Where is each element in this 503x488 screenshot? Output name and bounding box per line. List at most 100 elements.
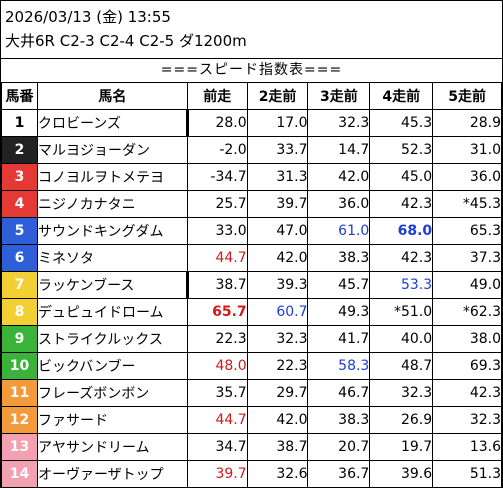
table-row: 7 ラッケンブース 38.7 39.3 45.7 53.3 49.0: [1, 271, 502, 299]
speed-index-cell: 53.3: [369, 271, 434, 299]
speed-index-cell: 33.7: [246, 136, 309, 164]
table-row: 11 フレーズボンボン 35.7 29.7 46.7 32.3 42.3: [1, 379, 502, 407]
horse-number: 9: [1, 325, 38, 353]
horse-name: マルヨジョーダン: [36, 136, 188, 164]
speed-index-cell: 39.6: [369, 460, 434, 488]
speed-index-cell: 13.6: [432, 433, 502, 461]
speed-index-cell: 39.7: [186, 460, 248, 488]
table-row: 1 クロビーンズ 28.0 17.0 32.3 45.3 28.9: [1, 109, 502, 137]
horse-number: 12: [1, 406, 38, 434]
speed-index-cell: 19.7: [369, 433, 434, 461]
col-header-3back: 3走前: [307, 82, 371, 110]
speed-index-cell: 42.3: [369, 190, 434, 218]
speed-index-cell: 38.3: [307, 406, 371, 434]
horse-number: 1: [1, 109, 38, 137]
table-row: 5 サウンドキングダム 33.0 47.0 61.0 68.0 65.3: [1, 217, 502, 245]
speed-index-cell: 28.9: [432, 109, 502, 137]
col-header-last: 前走: [186, 82, 248, 110]
table-row: 9 ストライクルックス 22.3 32.3 41.7 40.0 38.0: [1, 325, 502, 353]
horse-number: 3: [1, 163, 38, 191]
speed-index-cell: 44.7: [186, 406, 248, 434]
speed-index-cell: 42.0: [246, 244, 309, 272]
horse-name: クロビーンズ: [36, 109, 189, 137]
speed-index-cell: 35.7: [186, 379, 248, 407]
speed-index-cell: *45.3: [432, 190, 502, 218]
horse-name: ミネソタ: [36, 244, 188, 272]
speed-index-cell: 20.7: [307, 433, 371, 461]
table-row: 10 ビックバンブー 48.0 22.3 58.3 48.7 69.3: [1, 352, 502, 380]
speed-index-cell: 49.0: [432, 271, 502, 299]
race-datetime: 2026/03/13 (金) 13:55: [5, 8, 171, 26]
speed-index-cell: 49.3: [307, 298, 371, 326]
speed-index-cell: 36.0: [307, 190, 371, 218]
speed-index-cell: 31.3: [246, 163, 309, 191]
speed-index-cell: -34.7: [186, 163, 248, 191]
speed-index-cell: 42.0: [246, 406, 309, 434]
speed-index-cell: 37.3: [432, 244, 502, 272]
horse-number: 8: [1, 298, 38, 326]
horse-number: 7: [1, 271, 38, 299]
horse-number: 4: [1, 190, 38, 218]
speed-index-cell: 58.3: [307, 352, 371, 380]
horse-name: オーヴァーザトップ: [36, 460, 188, 488]
speed-index-cell: 47.0: [246, 217, 309, 245]
speed-index-cell: 41.7: [307, 325, 371, 353]
speed-index-cell: 39.3: [246, 271, 309, 299]
table-row: 2 マルヨジョーダン -2.0 33.7 14.7 52.3 31.0: [1, 136, 502, 164]
speed-index-cell: 38.0: [432, 325, 502, 353]
speed-index-cell: 68.0: [369, 217, 434, 245]
horse-name: ファサード: [36, 406, 188, 434]
speed-index-cell: 45.3: [369, 109, 434, 137]
speed-index-cell: 51.3: [432, 460, 502, 488]
horse-name: ラッケンブース: [36, 271, 189, 299]
horse-name: サウンドキングダム: [36, 217, 188, 245]
speed-index-cell: 32.3: [307, 109, 371, 137]
speed-index-cell: 65.7: [186, 298, 248, 326]
speed-index-cell: 31.0: [432, 136, 502, 164]
speed-index-cell: 22.3: [246, 352, 309, 380]
speed-index-cell: 32.6: [246, 460, 309, 488]
speed-index-cell: 69.3: [432, 352, 502, 380]
horse-name: フレーズボンボン: [36, 379, 188, 407]
col-header-name: 馬名: [36, 82, 188, 110]
horse-name: ストライクルックス: [36, 325, 188, 353]
speed-index-cell: *62.3: [432, 298, 502, 326]
table-row: 6 ミネソタ 44.7 42.0 38.3 42.3 37.3: [1, 244, 502, 272]
col-header-5back: 5走前: [432, 82, 502, 110]
speed-index-cell: 32.3: [432, 406, 502, 434]
speed-index-cell: -2.0: [186, 136, 248, 164]
speed-index-cell: 26.9: [369, 406, 434, 434]
speed-index-cell: 22.3: [186, 325, 248, 353]
speed-index-cell: 42.3: [432, 379, 502, 407]
horse-name: コノヨルヲトメテヨ: [36, 163, 188, 191]
table-body: 1 クロビーンズ 28.0 17.0 32.3 45.3 28.9 2 マルヨジョーダン -2.0…: [1, 109, 502, 488]
speed-index-cell: 36.0: [432, 163, 502, 191]
speed-index-cell: 44.7: [186, 244, 248, 272]
horse-number: 14: [1, 460, 38, 488]
col-header-number: 馬番: [1, 82, 38, 110]
col-header-2back: 2走前: [246, 82, 309, 110]
speed-index-cell: 17.0: [246, 109, 309, 137]
speed-index-cell: 45.0: [369, 163, 434, 191]
horse-number: 5: [1, 217, 38, 245]
speed-index-table: 馬番 馬名 前走 2走前 3走前 4走前 5走前 1 クロビーンズ 28.0 17.0…: [1, 82, 502, 488]
race-title: 大井6R C2-3 C2-4 C2-5 ダ1200m: [5, 32, 247, 50]
horse-number: 13: [1, 433, 38, 461]
table-row: 13 アヤサンドリーム 34.7 38.7 20.7 19.7 13.6: [1, 433, 502, 461]
speed-index-cell: 42.0: [307, 163, 371, 191]
table-subtitle: ===スピード指数表===: [1, 58, 502, 83]
table-row: 8 デュピュイドローム 65.7 60.7 49.3 *51.0 *62.3: [1, 298, 502, 326]
speed-index-cell: 48.7: [369, 352, 434, 380]
speed-index-cell: 25.7: [186, 190, 248, 218]
speed-index-cell: 39.7: [246, 190, 309, 218]
speed-index-cell: 40.0: [369, 325, 434, 353]
table-row: 14 オーヴァーザトップ 39.7 32.6 36.7 39.6 51.3: [1, 460, 502, 488]
horse-number: 10: [1, 352, 38, 380]
speed-index-cell: 36.7: [307, 460, 371, 488]
speed-index-cell: 32.3: [369, 379, 434, 407]
speed-index-cell: 48.0: [186, 352, 248, 380]
speed-index-cell: 33.0: [186, 217, 248, 245]
speed-index-cell: 28.0: [186, 109, 248, 137]
horse-name: ニジノカナタニ: [36, 190, 188, 218]
